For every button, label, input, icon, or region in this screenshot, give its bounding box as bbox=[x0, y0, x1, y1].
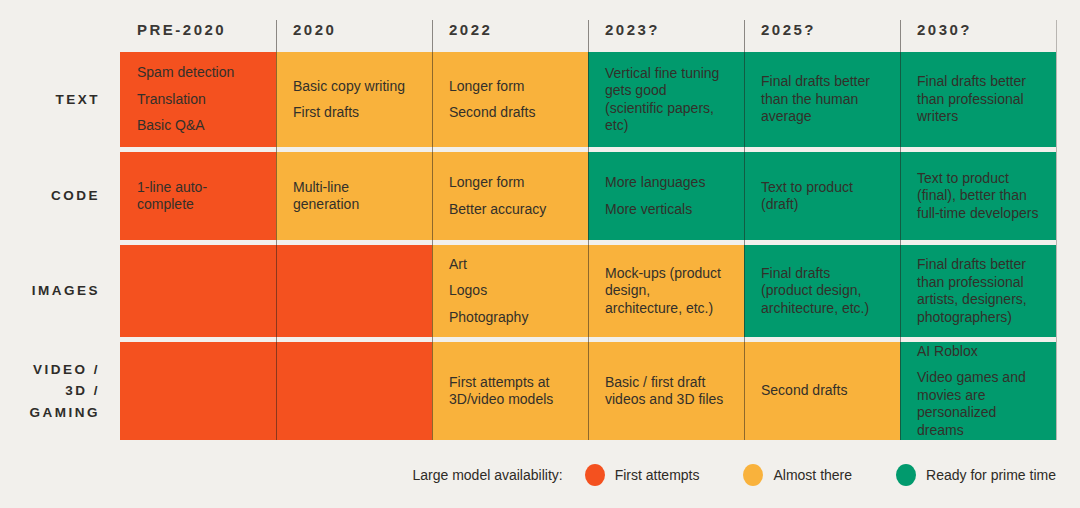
legend-dot-almost-there-icon bbox=[743, 464, 763, 486]
legend: Large model availability: First attempts… bbox=[412, 462, 1056, 488]
row-label-line: VIDEO / bbox=[33, 359, 100, 381]
cell-item: Final drafts better than professional wr… bbox=[917, 73, 1040, 126]
row-label-line: TEXT bbox=[55, 89, 100, 111]
legend-label: Almost there bbox=[773, 467, 852, 483]
cell-item: Multi-line generation bbox=[293, 179, 416, 214]
row-label: IMAGES bbox=[0, 245, 120, 337]
cell-item: Final drafts (product design, architectu… bbox=[761, 265, 884, 318]
matrix-cell bbox=[276, 342, 432, 440]
cell-item: Mock-ups (product design, architecture, … bbox=[605, 265, 728, 318]
column-header: 2023? bbox=[588, 0, 744, 47]
column-divider bbox=[588, 20, 589, 440]
legend-item: Almost there bbox=[743, 464, 852, 486]
matrix-cell: Spam detection Translation Basic Q&A bbox=[120, 52, 276, 147]
cell-item: First drafts bbox=[293, 104, 359, 122]
legend-dot-ready-for-prime-time-icon bbox=[896, 464, 916, 486]
column-divider bbox=[432, 20, 433, 440]
matrix-cell: Final drafts better than the human avera… bbox=[744, 52, 900, 147]
cell-item: Final drafts better than the human avera… bbox=[761, 73, 884, 126]
legend-item: Ready for prime time bbox=[896, 464, 1056, 486]
cell-item: Text to product (final), better than ful… bbox=[917, 170, 1040, 223]
cell-item: Better accuracy bbox=[449, 201, 546, 219]
row-label: VIDEO /3D /GAMING bbox=[0, 342, 120, 440]
matrix-cell: Mock-ups (product design, architecture, … bbox=[588, 245, 744, 337]
matrix-cell: Longer form Second drafts bbox=[432, 52, 588, 147]
table-right-border bbox=[1056, 20, 1057, 440]
matrix-cell bbox=[120, 245, 276, 337]
legend-label: Ready for prime time bbox=[926, 467, 1056, 483]
column-header: PRE-2020 bbox=[120, 0, 276, 47]
matrix-cell: Second drafts bbox=[744, 342, 900, 440]
column-divider bbox=[900, 20, 901, 440]
matrix-cell: Text to product (draft) bbox=[744, 152, 900, 240]
column-header: 2025? bbox=[744, 0, 900, 47]
legend-item: First attempts bbox=[585, 464, 700, 486]
row-label-line: CODE bbox=[51, 185, 100, 207]
matrix-corner bbox=[0, 0, 120, 47]
legend-title: Large model availability: bbox=[412, 467, 562, 483]
matrix-cell: More languages More verticals bbox=[588, 152, 744, 240]
cell-item: Second drafts bbox=[761, 382, 847, 400]
cell-item: More verticals bbox=[605, 201, 692, 219]
column-divider bbox=[744, 20, 745, 440]
row-label: TEXT bbox=[0, 52, 120, 147]
matrix-cell bbox=[120, 342, 276, 440]
column-divider bbox=[276, 20, 277, 440]
matrix-cell: Basic copy writing First drafts bbox=[276, 52, 432, 147]
cell-item: AI Roblox bbox=[917, 343, 978, 361]
cell-item: Logos bbox=[449, 282, 487, 300]
row-label: CODE bbox=[0, 152, 120, 240]
model-availability-matrix: PRE-2020202020222023?2025?2030? TEXT Spam … bbox=[0, 0, 1080, 508]
cell-item: Longer form bbox=[449, 78, 524, 96]
cell-item: Final drafts better than professional ar… bbox=[917, 256, 1040, 326]
matrix-cell bbox=[276, 245, 432, 337]
matrix-cell: Final drafts (product design, architectu… bbox=[744, 245, 900, 337]
cell-item: Basic Q&A bbox=[137, 117, 205, 135]
cell-item: Translation bbox=[137, 91, 206, 109]
matrix-cell: First attempts at 3D/video models bbox=[432, 342, 588, 440]
legend-label: First attempts bbox=[615, 467, 700, 483]
cell-item: Photography bbox=[449, 309, 528, 327]
cell-item: Art bbox=[449, 256, 467, 274]
matrix-cell: Basic / first draft videos and 3D files bbox=[588, 342, 744, 440]
legend-items: First attempts Almost there Ready for prim… bbox=[585, 464, 1056, 486]
matrix-cell: Art Logos Photography bbox=[432, 245, 588, 337]
cell-item: First attempts at 3D/video models bbox=[449, 374, 572, 409]
cell-item: Longer form bbox=[449, 174, 524, 192]
cell-item: Second drafts bbox=[449, 104, 535, 122]
cell-item: Text to product (draft) bbox=[761, 179, 884, 214]
matrix-cell: Longer form Better accuracy bbox=[432, 152, 588, 240]
cell-item: Spam detection bbox=[137, 64, 234, 82]
column-header: 2030? bbox=[900, 0, 1056, 47]
matrix-grid: PRE-2020202020222023?2025?2030? TEXT Spam … bbox=[0, 0, 1056, 440]
cell-item: 1-line auto-complete bbox=[137, 179, 260, 214]
matrix-cell: Multi-line generation bbox=[276, 152, 432, 240]
matrix-cell: Text to product (final), better than ful… bbox=[900, 152, 1056, 240]
column-header: 2022 bbox=[432, 0, 588, 47]
matrix-cell: 1-line auto-complete bbox=[120, 152, 276, 240]
row-label-line: IMAGES bbox=[32, 280, 100, 302]
column-header: 2020 bbox=[276, 0, 432, 47]
cell-item: Vertical fine tuning gets good (scientif… bbox=[605, 65, 728, 135]
matrix-cell: Final drafts better than professional ar… bbox=[900, 245, 1056, 337]
matrix-cell: Vertical fine tuning gets good (scientif… bbox=[588, 52, 744, 147]
cell-item: Basic / first draft videos and 3D files bbox=[605, 374, 728, 409]
row-label-line: GAMING bbox=[30, 402, 101, 424]
matrix-cell: AI Roblox Video games and movies are pers… bbox=[900, 342, 1056, 440]
row-label-line: 3D / bbox=[65, 380, 100, 402]
cell-item: Basic copy writing bbox=[293, 78, 405, 96]
legend-dot-first-attempts-icon bbox=[585, 464, 605, 486]
matrix-cell: Final drafts better than professional wr… bbox=[900, 52, 1056, 147]
cell-item: More languages bbox=[605, 174, 705, 192]
cell-item: Video games and movies are personalized … bbox=[917, 369, 1040, 439]
